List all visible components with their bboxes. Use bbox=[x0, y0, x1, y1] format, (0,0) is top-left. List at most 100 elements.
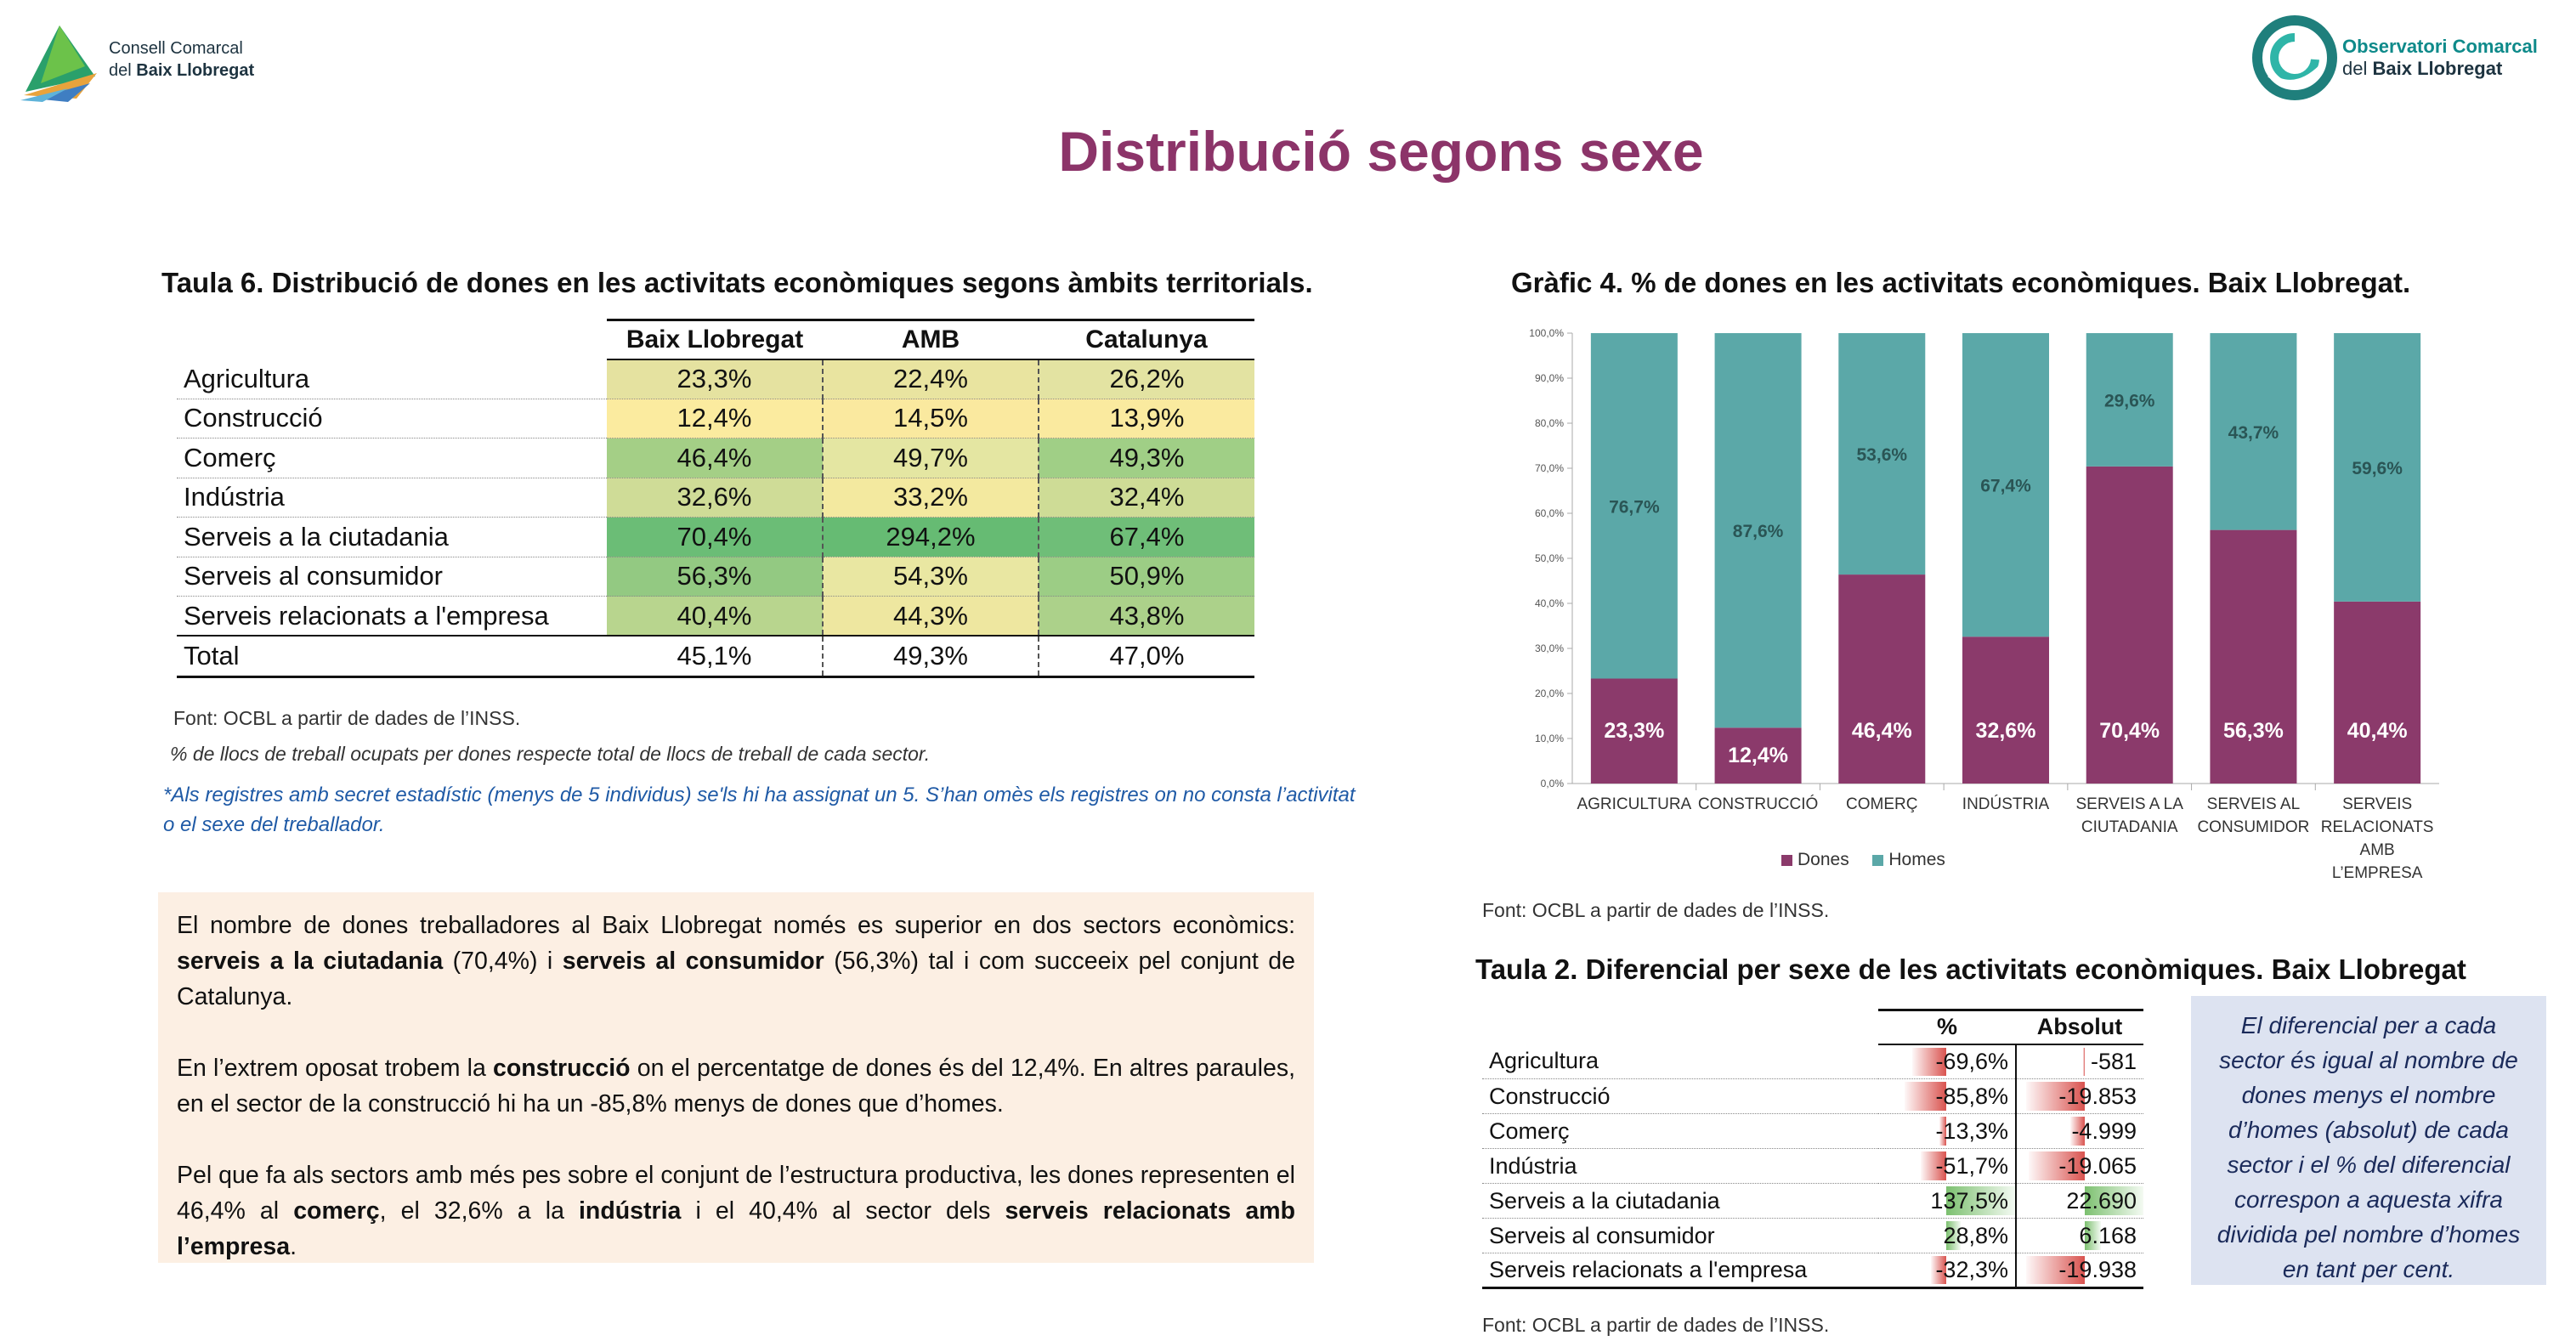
bar-dones bbox=[2334, 601, 2421, 784]
commentary-paragraph: Pel que fa als sectors amb més pes sobre… bbox=[177, 1162, 1295, 1260]
table6-corner bbox=[177, 320, 607, 359]
table-cell: -32,3% bbox=[1878, 1253, 2016, 1289]
table-row: Serveis a la ciutadania 137,5% 22.690 bbox=[1482, 1183, 2144, 1219]
table-cell: 43,8% bbox=[1038, 596, 1254, 637]
data-label: 12,4% bbox=[1728, 744, 1788, 767]
legend-swatch-homes bbox=[1872, 854, 1884, 866]
data-label: 23,3% bbox=[1604, 719, 1664, 743]
x-tick-label: COMERÇ bbox=[1846, 795, 1917, 813]
info-box: El diferencial per a cada sector és igua… bbox=[2191, 996, 2546, 1285]
x-tick-label: L’EMPRESA bbox=[2332, 864, 2423, 882]
row-label: Indústria bbox=[1482, 1148, 1878, 1184]
table-cell: 14,5% bbox=[822, 399, 1039, 439]
table-row: Serveis al consumidor 56,3% 54,3% 50,9% bbox=[177, 557, 1254, 597]
table-row: Comerç 46,4% 49,7% 49,3% bbox=[177, 438, 1254, 478]
data-bar bbox=[2082, 1047, 2085, 1076]
row-label: Agricultura bbox=[177, 359, 607, 399]
cell-value: 22.690 bbox=[2066, 1187, 2137, 1214]
table-total-row: Total 45,1% 49,3% 47,0% bbox=[177, 635, 1254, 678]
table-cell: -4.999 bbox=[2015, 1113, 2143, 1149]
row-label: Total bbox=[177, 635, 607, 678]
x-tick-label: AMB bbox=[2360, 841, 2395, 859]
consell-comarcal-logo bbox=[20, 25, 97, 102]
data-bar bbox=[2025, 1082, 2085, 1111]
table-row: Serveis al consumidor 28,8% 6.168 bbox=[1482, 1218, 2143, 1253]
bar-dones bbox=[2086, 466, 2173, 784]
x-tick-label: SERVEIS bbox=[2342, 795, 2412, 813]
data-bar bbox=[1939, 1117, 1946, 1146]
row-label: Agricultura bbox=[1482, 1044, 1878, 1079]
bar-dones bbox=[1838, 574, 1926, 784]
table-cell: 26,2% bbox=[1038, 359, 1254, 399]
row-label: Serveis al consumidor bbox=[177, 557, 607, 597]
table6-footnote: *Als registres amb secret estadístic (me… bbox=[163, 784, 1356, 836]
table-cell: 40,4% bbox=[607, 596, 823, 637]
table-cell: 33,2% bbox=[822, 478, 1039, 518]
table-cell: 49,3% bbox=[1038, 438, 1254, 478]
legend-label-dones: Dones bbox=[1798, 850, 1849, 869]
y-tick-label: 50,0% bbox=[1535, 552, 1564, 564]
y-tick-label: 30,0% bbox=[1535, 642, 1564, 654]
table-cell: 32,4% bbox=[1038, 478, 1254, 518]
table-cell: -51,7% bbox=[1878, 1148, 2016, 1184]
table-cell: -19.853 bbox=[2015, 1078, 2143, 1114]
data-label: 70,4% bbox=[2099, 719, 2160, 743]
table-cell: -19.065 bbox=[2015, 1148, 2143, 1184]
data-bar bbox=[1912, 1047, 1946, 1076]
bar-homes bbox=[2210, 333, 2297, 530]
table-cell: -13,3% bbox=[1878, 1113, 2016, 1149]
cell-value: -19.938 bbox=[2058, 1257, 2137, 1282]
table6-title: Taula 6. Distribució de dones en les act… bbox=[161, 267, 1313, 298]
cell-value: -85,8% bbox=[1935, 1083, 2008, 1109]
cell-value: 137,5% bbox=[1930, 1187, 2008, 1214]
table-cell: 32,6% bbox=[607, 478, 823, 518]
y-tick-label: 40,0% bbox=[1535, 597, 1564, 609]
table-cell: 137,5% bbox=[1878, 1183, 2016, 1219]
bar-homes bbox=[2334, 333, 2421, 602]
cell-value: -19.853 bbox=[2058, 1083, 2137, 1109]
x-tick-label: AGRICULTURA bbox=[1577, 795, 1691, 813]
chart4-stacked-bar: 0,0% 10,0% 20,0% 30,0% 40,0% 50,0% 60,0% 70,0% 8… bbox=[1529, 327, 2439, 882]
data-label: 67,4% bbox=[1980, 477, 2031, 496]
data-label: 59,6% bbox=[2352, 459, 2403, 478]
row-label: Serveis relacionats a l'empresa bbox=[1482, 1253, 1878, 1289]
table-cell: 22,4% bbox=[822, 359, 1039, 399]
table2-col-header: % bbox=[1878, 1009, 2016, 1045]
table-row: Agricultura 23,3% 22,4% 26,2% bbox=[177, 359, 1254, 399]
table-cell: 49,3% bbox=[822, 635, 1039, 678]
cell-value: -13,3% bbox=[1935, 1118, 2008, 1144]
table2-col-header: Absolut bbox=[2016, 1009, 2143, 1045]
data-label: 53,6% bbox=[1857, 445, 1908, 465]
data-bar bbox=[1946, 1221, 1961, 1250]
row-label: Serveis a la ciutadania bbox=[177, 517, 607, 557]
bar-homes bbox=[1838, 333, 1926, 575]
table-cell: 6.168 bbox=[2015, 1218, 2143, 1253]
table-row: Comerç -13,3% -4.999 bbox=[1482, 1113, 2143, 1149]
table-cell: 13,9% bbox=[1038, 399, 1254, 439]
consell-comarcal-text: Consell Comarcal del Baix Llobregat bbox=[109, 39, 255, 80]
page-title: Distribució segons sexe bbox=[1058, 120, 1704, 183]
x-tick-label: SERVEIS A LA bbox=[2076, 795, 2184, 813]
table-cell: -85,8% bbox=[1878, 1078, 2016, 1114]
row-label: Serveis relacionats a l'empresa bbox=[177, 596, 607, 637]
table-cell: 70,4% bbox=[607, 517, 823, 557]
chart4-title: Gràfic 4. % de dones en les activitats e… bbox=[1511, 267, 2411, 298]
x-tick-label: CIUTADANIA bbox=[2081, 818, 2178, 836]
table-cell: 12,4% bbox=[607, 399, 823, 439]
cell-value: -69,6% bbox=[1935, 1048, 2008, 1074]
bar-homes bbox=[1962, 333, 2049, 637]
data-bar bbox=[1904, 1082, 1946, 1111]
table-row: Serveis a la ciutadania 70,4% 294,2% 67,4% bbox=[177, 517, 1254, 557]
bar-dones bbox=[1962, 637, 2049, 784]
data-bar bbox=[2025, 1256, 2085, 1284]
chart4-legend: Dones Homes bbox=[1781, 850, 1945, 870]
cell-value: -19.065 bbox=[2058, 1152, 2137, 1179]
table-cell: 22.690 bbox=[2015, 1183, 2144, 1219]
y-tick-label: 10,0% bbox=[1535, 733, 1564, 744]
cell-value: -581 bbox=[2090, 1048, 2137, 1074]
cell-value: -4.999 bbox=[2071, 1118, 2137, 1144]
y-tick-label: 90,0% bbox=[1535, 372, 1564, 384]
table-cell: 49,7% bbox=[822, 438, 1039, 478]
table6: Baix Llobregat AMB Catalunya Agricultura… bbox=[177, 319, 1254, 678]
data-bar bbox=[2069, 1117, 2085, 1146]
